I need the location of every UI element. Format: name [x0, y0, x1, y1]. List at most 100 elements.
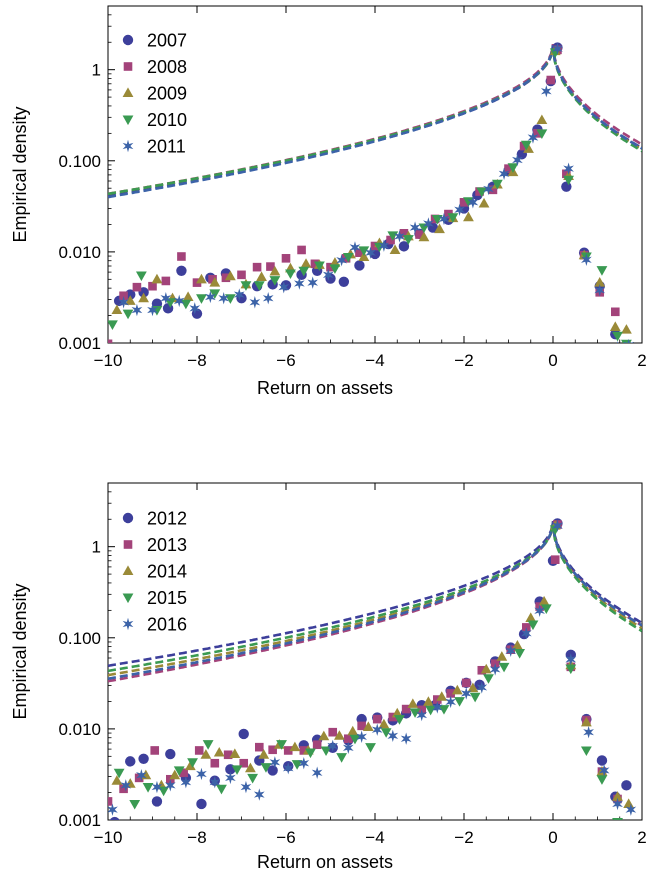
data-point-2011 — [118, 296, 129, 309]
data-point-2013 — [328, 727, 338, 737]
legend-marker-2011 — [122, 139, 134, 153]
data-point-2016 — [520, 627, 532, 640]
data-point-2012 — [125, 756, 136, 767]
x-tick-label: 0 — [548, 828, 557, 847]
data-point-2011 — [512, 153, 523, 167]
data-point-2014 — [580, 716, 592, 727]
x-axis-label: Return on assets — [257, 378, 393, 398]
data-point-2011 — [147, 303, 158, 317]
legend-label: 2015 — [147, 588, 187, 608]
data-point-2014 — [451, 684, 463, 695]
data-point-2016 — [552, 519, 563, 532]
data-point-2010 — [463, 197, 474, 207]
data-point-2013 — [239, 758, 249, 768]
data-point-2007 — [338, 276, 350, 287]
data-point-2014 — [407, 698, 419, 708]
legend-label: 2011 — [147, 137, 186, 157]
data-point-2015 — [394, 715, 405, 725]
data-point-2012 — [238, 728, 249, 740]
y-tick-label: 0.010 — [58, 243, 101, 262]
data-point-2015 — [231, 765, 243, 775]
legend-marker-2010 — [122, 115, 134, 126]
data-point-2010 — [164, 298, 176, 308]
data-point-2015 — [247, 773, 259, 784]
data-point-2011 — [365, 246, 376, 259]
fit-line-2016 — [108, 522, 642, 680]
data-point-2009 — [111, 304, 123, 315]
data-point-2015 — [612, 818, 623, 820]
data-point-2011 — [483, 182, 494, 196]
data-point-2016 — [225, 771, 236, 785]
data-point-2016 — [476, 681, 488, 694]
data-point-2015 — [454, 697, 465, 707]
data-point-2010 — [418, 223, 430, 234]
data-point-2011 — [204, 290, 216, 304]
data-point-2012 — [151, 796, 163, 807]
data-point-2016 — [298, 757, 310, 770]
y-tick-label: 0.001 — [58, 334, 101, 353]
data-point-2014 — [525, 612, 537, 622]
data-point-2009 — [196, 273, 207, 284]
series-2009 — [111, 45, 632, 334]
data-point-2008 — [252, 262, 262, 272]
fit-line-2012 — [108, 521, 642, 668]
data-point-2010 — [313, 261, 325, 272]
data-point-2010 — [342, 252, 354, 263]
data-point-2014 — [423, 696, 434, 706]
fit-line-2010 — [108, 46, 642, 196]
data-point-2015 — [336, 753, 348, 763]
data-point-2014 — [362, 721, 374, 731]
y-tick-label: 0.100 — [58, 152, 101, 171]
data-point-2014 — [436, 691, 448, 701]
data-point-2011 — [278, 280, 290, 294]
data-point-2011 — [131, 303, 143, 317]
data-point-2016 — [431, 701, 443, 714]
legend-marker-2009 — [122, 87, 134, 97]
data-point-2014 — [391, 707, 403, 718]
data-point-2014 — [496, 651, 508, 661]
data-point-2010 — [536, 129, 548, 139]
data-point-2015 — [320, 746, 332, 757]
data-point-2008 — [177, 252, 186, 261]
data-point-2016 — [387, 729, 399, 742]
data-point-2014 — [111, 775, 123, 785]
data-point-2008 — [546, 75, 556, 85]
data-point-2013 — [401, 704, 411, 714]
data-point-2011 — [616, 340, 619, 343]
data-point-2011 — [498, 167, 510, 180]
data-point-2010 — [447, 213, 459, 223]
data-point-2011 — [160, 292, 172, 305]
legend: 2007 2008 2009 2010 2011 — [122, 31, 187, 157]
data-point-2012 — [138, 753, 149, 764]
data-point-2008 — [399, 228, 409, 238]
data-point-2011 — [233, 288, 245, 301]
data-point-2016 — [327, 739, 339, 753]
data-point-2015 — [291, 760, 303, 770]
data-point-2008 — [386, 235, 395, 245]
data-point-2011 — [581, 253, 592, 266]
data-point-2008 — [119, 291, 128, 301]
data-point-2016 — [136, 769, 147, 782]
data-point-2015 — [187, 758, 198, 768]
data-point-2008 — [237, 270, 246, 280]
data-point-2016 — [416, 708, 428, 722]
x-tick-label: −10 — [94, 828, 123, 847]
data-point-2015 — [565, 664, 577, 675]
data-point-2016 — [240, 780, 252, 794]
data-point-2007 — [354, 260, 365, 271]
data-point-2009 — [478, 197, 490, 208]
data-point-2008 — [161, 276, 171, 286]
fit-line-2009 — [108, 46, 642, 196]
data-point-2008 — [611, 307, 620, 317]
data-point-2009 — [269, 265, 281, 276]
y-axis-label: Empirical density — [10, 583, 30, 719]
x-tick-label: −4 — [365, 828, 384, 847]
data-point-2011 — [262, 292, 274, 305]
data-point-2007 — [176, 265, 187, 277]
data-point-2010 — [108, 320, 118, 331]
data-point-2013 — [550, 555, 560, 564]
data-point-2015 — [113, 768, 125, 779]
data-point-2007 — [398, 241, 410, 252]
data-point-2016 — [180, 775, 192, 789]
